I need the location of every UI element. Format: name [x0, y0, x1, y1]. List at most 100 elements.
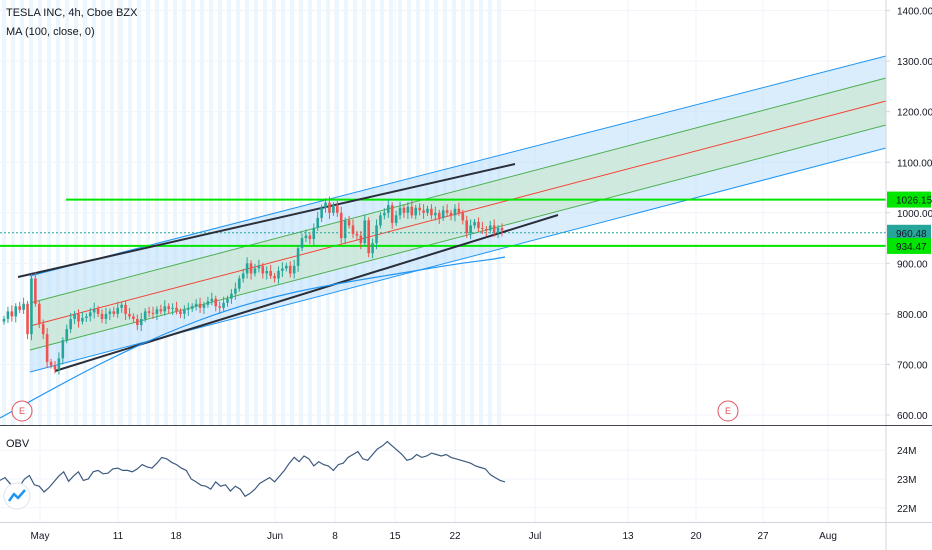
candle-body [30, 278, 33, 335]
candle-body [324, 202, 327, 208]
candle [183, 305, 186, 319]
candle [390, 202, 394, 229]
candle [230, 289, 233, 304]
candle [65, 324, 69, 344]
x-tick-label: 20 [690, 531, 702, 542]
candle-body [92, 308, 96, 313]
candle-body [469, 225, 472, 234]
candle-body [167, 306, 170, 309]
obv-series [0, 440, 506, 498]
candle [73, 310, 76, 325]
candle-body [128, 313, 131, 317]
candle-body [375, 225, 378, 244]
candle-body [194, 303, 198, 307]
candle-body [355, 234, 359, 236]
candle [190, 303, 194, 312]
candle-body [339, 212, 343, 239]
candle [422, 204, 425, 219]
candle [77, 309, 80, 328]
candle-body [2, 318, 6, 322]
price-badge-bg [887, 191, 931, 208]
candle [202, 301, 206, 314]
candle [210, 292, 214, 306]
candle [128, 307, 131, 320]
regression-channel [29, 55, 887, 373]
candle [434, 206, 437, 221]
candle-body [390, 205, 394, 223]
candle [367, 217, 370, 258]
candle-body [410, 206, 414, 216]
candle [477, 217, 480, 233]
candle-body [304, 235, 308, 239]
candle [308, 232, 312, 245]
candle-body [116, 307, 120, 314]
candle-body [461, 212, 465, 221]
candle [496, 224, 500, 239]
candle [100, 309, 104, 323]
candle [351, 219, 355, 239]
candle-body [179, 311, 182, 314]
logo-mark [7, 489, 26, 502]
candle [179, 308, 182, 318]
candle-body [277, 270, 280, 279]
candle [88, 307, 92, 322]
candle [347, 215, 351, 229]
candle-body [257, 265, 261, 269]
candle [226, 295, 229, 307]
candle-body [61, 340, 65, 359]
candle [332, 202, 335, 216]
candle-body [351, 225, 355, 235]
price-badge-bg [887, 237, 931, 254]
y-tick-label: 1400.00 [897, 7, 932, 18]
candle [418, 203, 421, 216]
candle [194, 299, 198, 311]
obv-tick-label: 24M [897, 446, 916, 457]
candle-body [190, 306, 194, 309]
price-badge-label: 960.48 [896, 229, 927, 240]
candle-body [136, 318, 139, 326]
candle [108, 308, 112, 320]
candle-body [108, 311, 112, 314]
candle-body [371, 243, 374, 254]
candle-body [445, 210, 449, 213]
candle-body [386, 205, 390, 213]
x-tick-label: May [31, 531, 50, 542]
candle-body [139, 318, 143, 326]
candle-body [241, 273, 245, 279]
candle [222, 296, 225, 311]
candle [379, 212, 382, 229]
candle-body [437, 212, 441, 218]
candle [69, 312, 72, 334]
candle-body [37, 303, 41, 325]
candle [328, 196, 331, 219]
candle [92, 302, 96, 319]
candle-body [292, 265, 296, 274]
candle [10, 305, 14, 322]
candle-body [253, 268, 257, 274]
candle-body [312, 227, 316, 240]
candle [186, 302, 190, 316]
candle-body [308, 235, 312, 240]
candle [136, 314, 139, 331]
upper-trend-line [17, 163, 516, 278]
candle [394, 210, 398, 226]
earnings-label: E [725, 406, 731, 416]
candle [41, 319, 45, 340]
candle-body [261, 265, 265, 274]
channel-midline [29, 100, 887, 327]
y-tick-label: 600.00 [897, 411, 928, 422]
candle [22, 297, 25, 314]
candle-body [418, 207, 421, 211]
ma-line [0, 256, 506, 419]
candle-body [10, 311, 14, 317]
candle [316, 211, 320, 231]
candle [18, 301, 21, 313]
candle-body [147, 311, 151, 313]
candle [461, 209, 465, 225]
candle-body [394, 215, 398, 223]
candle [363, 214, 367, 247]
candle [241, 268, 245, 283]
moving-average [0, 256, 506, 419]
candle-body [183, 309, 186, 314]
candle-body [426, 208, 429, 213]
